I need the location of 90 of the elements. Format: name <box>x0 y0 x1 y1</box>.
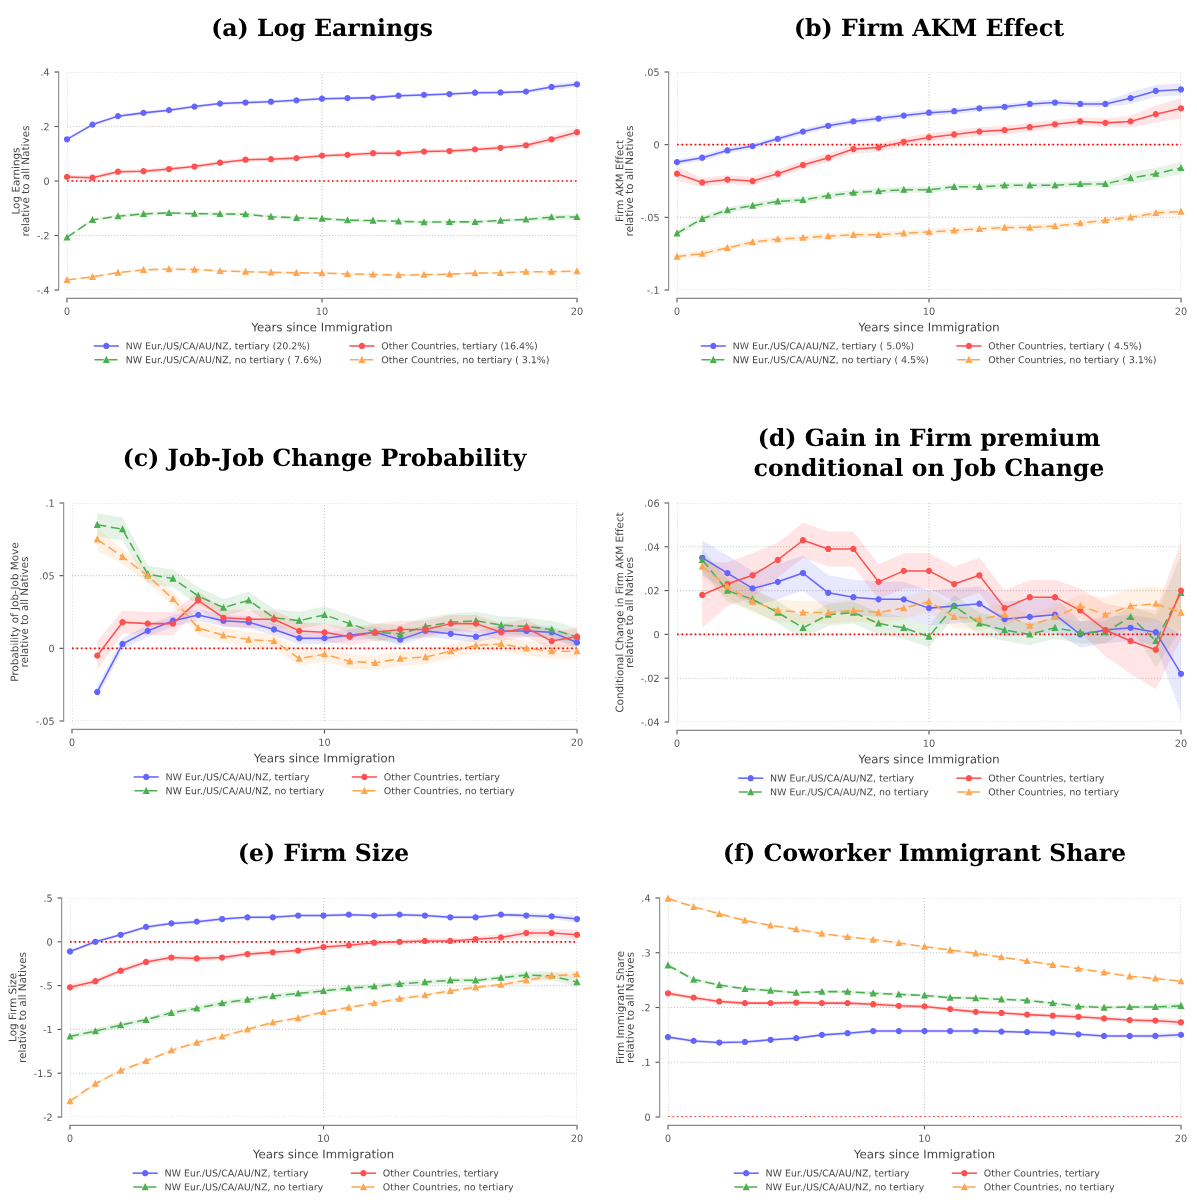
y-tick-label: 0 <box>47 938 52 946</box>
y-tick-label: .4 <box>41 68 50 76</box>
legend-label: Other Countries, no tertiary ( 3.1%) <box>988 355 1156 366</box>
x-tick-label: 0 <box>674 307 680 315</box>
x-tick-label: 10 <box>318 1134 330 1142</box>
legend-label: NW Eur./US/CA/AU/NZ, no tertiary ( 4.5%) <box>733 355 928 366</box>
legend-label: Other Countries, tertiary <box>384 773 500 783</box>
x-axis-title: Years since Immigration <box>251 322 392 334</box>
x-tick-label: 0 <box>69 738 75 746</box>
y-tick-label: -.04 <box>641 718 660 726</box>
chart-title: (d) Gain in Firm premium conditional on Job Change <box>754 428 1104 482</box>
x-tick-label: 10 <box>923 307 935 315</box>
x-tick-label: 10 <box>316 307 328 315</box>
legend-label: NW Eur./US/CA/AU/NZ, tertiary ( 5.0%) <box>733 342 914 352</box>
legend-label: NW Eur./US/CA/AU/NZ, no tertiary ( 7.6%) <box>126 355 321 366</box>
y-tick-label: 0 <box>49 644 54 653</box>
y-axis-title: Firm Immigrant Share relative to all Natives <box>616 951 634 1064</box>
legend-label: NW Eur./US/CA/AU/NZ, tertiary <box>166 773 310 783</box>
y-tick-label: -.1 <box>647 286 659 294</box>
y-tick-label: -.05 <box>641 213 659 222</box>
x-tick-label: 20 <box>571 738 583 746</box>
y-tick-label: 0 <box>44 177 49 185</box>
chart-title: (f) Coworker Immigrant Share <box>725 843 1126 867</box>
legend-label: NW Eur./US/CA/AU/NZ, no tertiary <box>166 786 324 797</box>
y-tick-label: .04 <box>645 543 660 551</box>
legend-label: Other Countries, no tertiary <box>988 788 1119 798</box>
x-tick-label: 20 <box>571 1134 583 1142</box>
chart-title: (a) Log Earnings <box>213 18 432 42</box>
y-axis-title: Firm AKM Effect relative to all Natives <box>615 126 634 236</box>
y-tick-label: .1 <box>642 1058 650 1066</box>
x-tick-label: 0 <box>67 1134 73 1142</box>
x-tick-label: 10 <box>319 738 331 746</box>
x-tick-label: 10 <box>923 739 935 747</box>
y-tick-label: .4 <box>642 894 651 902</box>
y-axis-title: Conditional Change in Firm AKM Effect relative to all Natives <box>615 512 634 713</box>
y-tick-label: -.02 <box>641 674 659 683</box>
legend-label: Other Countries, no tertiary <box>984 1183 1115 1193</box>
legend-label: Other Countries, no tertiary <box>384 786 515 797</box>
y-tick-label: -1.5 <box>34 1069 52 1078</box>
y-tick-label: -.2 <box>37 231 49 240</box>
chart-title: (e) Firm Size <box>240 843 409 865</box>
y-tick-label: -.5 <box>40 982 52 990</box>
y-tick-label: .1 <box>46 499 54 507</box>
legend-label: NW Eur./US/CA/AU/NZ, tertiary <box>770 774 914 784</box>
legend-label: NW Eur./US/CA/AU/NZ, no tertiary <box>766 1183 924 1193</box>
chart-title: (b) Firm AKM Effect <box>796 18 1065 40</box>
x-tick-label: 10 <box>919 1134 931 1142</box>
legend-label: NW Eur./US/CA/AU/NZ, tertiary (20.2%) <box>126 342 310 352</box>
x-tick-label: 20 <box>1175 307 1187 315</box>
y-tick-label: 0 <box>645 1113 650 1121</box>
legend-label: Other Countries, tertiary <box>383 1169 499 1179</box>
chart-title: (c) Job-Job Change Probability <box>124 448 527 472</box>
legend-label: NW Eur./US/CA/AU/NZ, no tertiary <box>770 788 929 798</box>
x-axis-title: Years since Immigration <box>253 753 395 765</box>
legend-label: Other Countries, no tertiary ( 3.1%) <box>381 355 549 366</box>
legend-label: NW Eur./US/CA/AU/NZ, tertiary <box>766 1169 910 1179</box>
y-tick-label: -2 <box>43 1113 52 1121</box>
y-axis-title: Log Earnings relative to all Natives <box>11 126 30 236</box>
legend-label: NW Eur./US/CA/AU/NZ, no tertiary <box>165 1183 323 1193</box>
y-tick-label: 0 <box>654 141 659 149</box>
x-tick-label: 0 <box>64 307 70 315</box>
x-tick-label: 0 <box>665 1134 671 1142</box>
y-tick-label: .2 <box>642 1003 650 1012</box>
y-tick-label: .05 <box>40 572 54 580</box>
y-tick-label: .5 <box>44 894 52 902</box>
y-tick-label: -1 <box>43 1026 52 1034</box>
x-axis-title: Years since Immigration <box>252 1149 394 1161</box>
y-tick-label: .05 <box>645 68 659 76</box>
x-tick-label: 20 <box>571 307 583 315</box>
y-tick-label: -.4 <box>37 286 50 294</box>
legend-label: Other Countries, tertiary <box>984 1169 1100 1179</box>
y-tick-label: .2 <box>41 122 49 131</box>
x-axis-title: Years since Immigration <box>858 322 999 334</box>
x-tick-label: 0 <box>674 739 680 747</box>
y-tick-label: -.05 <box>36 717 54 725</box>
y-tick-label: 0 <box>654 630 659 639</box>
y-axis-title: Probability of Job-Job Move relative to all Natives <box>10 542 29 681</box>
y-tick-label: .02 <box>645 587 659 595</box>
x-tick-label: 20 <box>1175 739 1187 747</box>
legend-label: Other Countries, no tertiary <box>383 1183 514 1193</box>
x-axis-title: Years since Immigration <box>853 1149 995 1161</box>
legend-label: Other Countries, tertiary (16.4%) <box>381 342 537 352</box>
x-tick-label: 20 <box>1175 1134 1187 1142</box>
x-axis-title: Years since Immigration <box>858 754 999 766</box>
legend-label: Other Countries, tertiary ( 4.5%) <box>988 342 1141 352</box>
y-axis-title: Log Firm Size relative to all Natives <box>8 952 27 1063</box>
legend-label: Other Countries, tertiary <box>988 774 1105 784</box>
y-tick-label: .3 <box>642 949 650 957</box>
legend-label: NW Eur./US/CA/AU/NZ, tertiary <box>165 1169 309 1179</box>
y-tick-label: .06 <box>645 499 660 507</box>
